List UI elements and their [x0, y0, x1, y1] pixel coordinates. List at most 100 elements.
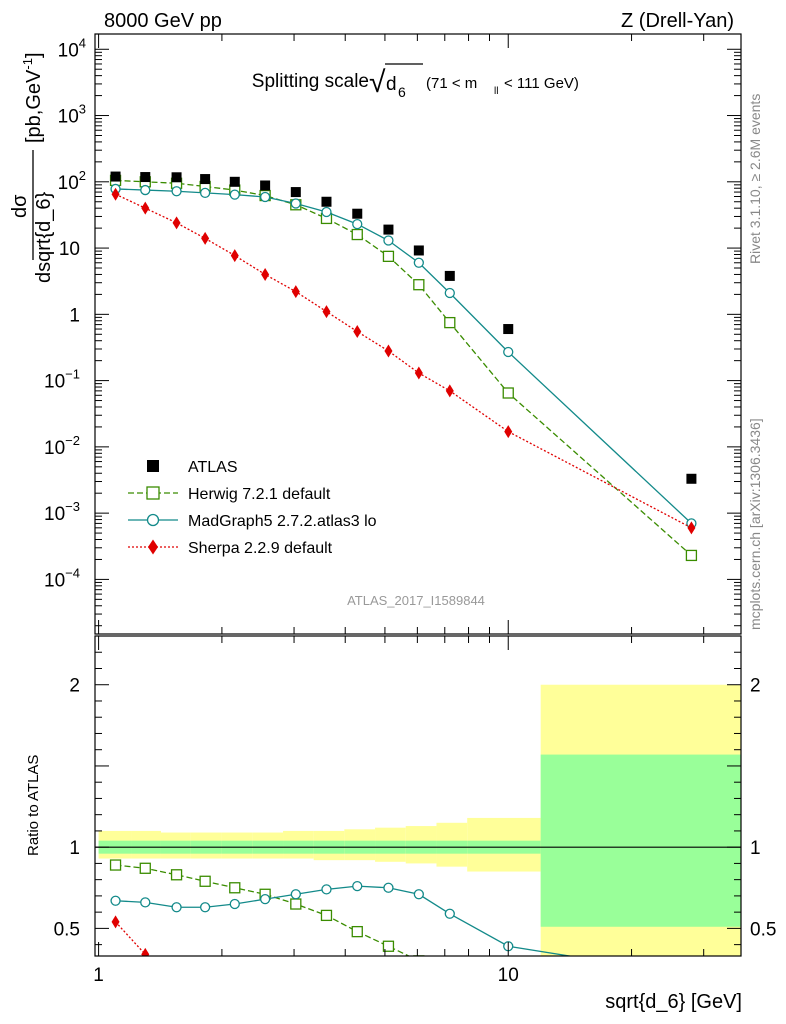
legend-marker-2 [146, 513, 160, 527]
y-label-unit-sup: -1 [20, 58, 35, 70]
series-point-0-12 [502, 387, 514, 399]
process-label: Z (Drell-Yan) [621, 10, 734, 32]
ratio-point-2-12 [504, 998, 512, 1011]
series-point-0-9 [382, 250, 395, 262]
series-point-1-10 [413, 257, 424, 268]
ratio-point-0-10 [413, 955, 425, 956]
ratio-point-2-7 [322, 1000, 330, 1013]
series-point-2-9 [384, 344, 393, 358]
ratio-point-2-3 [201, 982, 209, 995]
series-point-2-6 [291, 285, 300, 299]
y-tick-exp-0: 4 [79, 35, 86, 50]
collision-label: 8000 GeV pp [104, 10, 222, 32]
series-point-1-2 [171, 186, 182, 197]
y-tick-label-0: 104 [58, 35, 86, 61]
ratio-point-0-3 [199, 875, 211, 887]
series-point-1-4 [229, 189, 240, 200]
ratio-point-1-1 [140, 897, 151, 908]
atlas-point-1 [140, 172, 151, 183]
legend-label-0: ATLAS [188, 459, 238, 476]
series-point-2-7 [322, 305, 331, 319]
legend-label-2: MadGraph5 2.7.2.atlas3 lo [188, 513, 377, 530]
y-tick-base-8: 10 [44, 570, 65, 591]
ratio-point-1-11 [444, 908, 455, 919]
x-axis-label: sqrt{d_6} [GeV] [605, 991, 742, 1013]
ratio-point-2-9 [384, 1001, 392, 1014]
atlas-point-9 [383, 224, 394, 235]
upper-y-axis-label: dσ dsqrt{d_6} [pb,GeV-1] [9, 52, 55, 283]
y-tick-exp-6: −2 [65, 433, 80, 448]
y-tick-label-2: 102 [58, 168, 86, 194]
series-point-2-1 [141, 201, 150, 215]
title-main: Splitting scale [252, 71, 369, 92]
y-tick-exp-2: 2 [79, 168, 86, 183]
atlas-point-10 [413, 245, 424, 256]
ratio-point-0-7 [320, 909, 333, 922]
series-point-1-1 [140, 184, 151, 196]
legend-marker-0 [147, 460, 159, 472]
legend-marker-3 [148, 539, 158, 555]
band-green-13 [540, 754, 741, 927]
series-point-1-9 [383, 235, 394, 246]
series-point-2-12 [504, 425, 513, 439]
title-mass-cut-post: < 111 GeV) [504, 75, 579, 92]
atlas-point-5 [260, 180, 271, 191]
ratio-point-2-10 [415, 1001, 423, 1014]
y-tick-label-7: 10−3 [44, 499, 80, 525]
legend-marker-1 [146, 486, 160, 500]
ratio-point-1-5 [259, 893, 271, 905]
ratio-point-2-11 [446, 1000, 454, 1013]
ratio-point-0-11 [445, 972, 455, 982]
title-d-subscript: 6 [398, 84, 406, 100]
ry-tick-label-left-1: 1 [69, 838, 80, 859]
y-label-denominator: dsqrt{d_6} [33, 191, 55, 283]
ratio-point-2-1 [141, 947, 150, 956]
ratio-point-2-2 [173, 971, 181, 984]
ratio-point-0-9 [382, 940, 395, 952]
ratio-point-0-8 [351, 925, 363, 938]
y-label-numerator: dσ [9, 194, 31, 218]
y-tick-label-4: 1 [69, 305, 80, 326]
atlas-point-12 [503, 324, 514, 335]
title-sqrt-symbol: √ [369, 66, 386, 99]
y-tick-label-5: 10−1 [44, 367, 80, 393]
series-point-1-6 [290, 198, 301, 209]
ry-tick-label-right-2: 2 [750, 676, 761, 697]
atlas-point-3 [200, 174, 211, 185]
ry-tick-label-left-0: 0.5 [54, 919, 80, 940]
atlas-point-7 [321, 196, 332, 207]
series-point-2-0 [111, 187, 120, 201]
series-point-1-12 [503, 346, 514, 358]
y-tick-exp-7: −3 [65, 499, 80, 514]
ratio-series [109, 859, 574, 1014]
y-tick-label-1: 103 [58, 102, 86, 128]
ratio-point-0-12 [503, 987, 513, 997]
ratio-point-2-8 [353, 1000, 361, 1013]
mcplots-label: mcplots.cern.ch [arXiv:1306.3436] [747, 418, 763, 630]
y-tick-base-5: 10 [44, 372, 65, 393]
ry-tick-label-left-2: 2 [69, 676, 80, 697]
series-point-0-11 [444, 316, 456, 329]
atlas-point-11 [444, 270, 455, 281]
ratio-point-0-2 [170, 869, 183, 881]
y-tick-exp-1: 3 [79, 102, 86, 117]
ratio-point-1-10 [413, 889, 424, 900]
ratio-point-0-6 [290, 898, 302, 910]
y-label-unit: [pb,GeV-1] [20, 52, 45, 143]
rivet-label: Rivet 3.1.10, ≥ 2.6M events [747, 94, 763, 264]
x-tick-label-1: 10 [498, 965, 519, 986]
atlas-point-4 [229, 176, 240, 187]
lower-y-axis-label: Ratio to ATLAS [25, 755, 42, 856]
ratio-point-1-9 [383, 882, 394, 893]
ratio-point-1-8 [352, 881, 363, 892]
y-tick-label-3: 10 [59, 239, 80, 260]
series-point-1-7 [321, 206, 332, 218]
series-point-1-8 [352, 218, 363, 230]
title-mass-cut-sub: ll [494, 86, 498, 97]
atlas-point-2 [171, 172, 182, 183]
series-point-1-3 [199, 187, 211, 199]
y-tick-exp-5: −1 [65, 367, 80, 382]
ratio-point-1-6 [290, 889, 301, 900]
